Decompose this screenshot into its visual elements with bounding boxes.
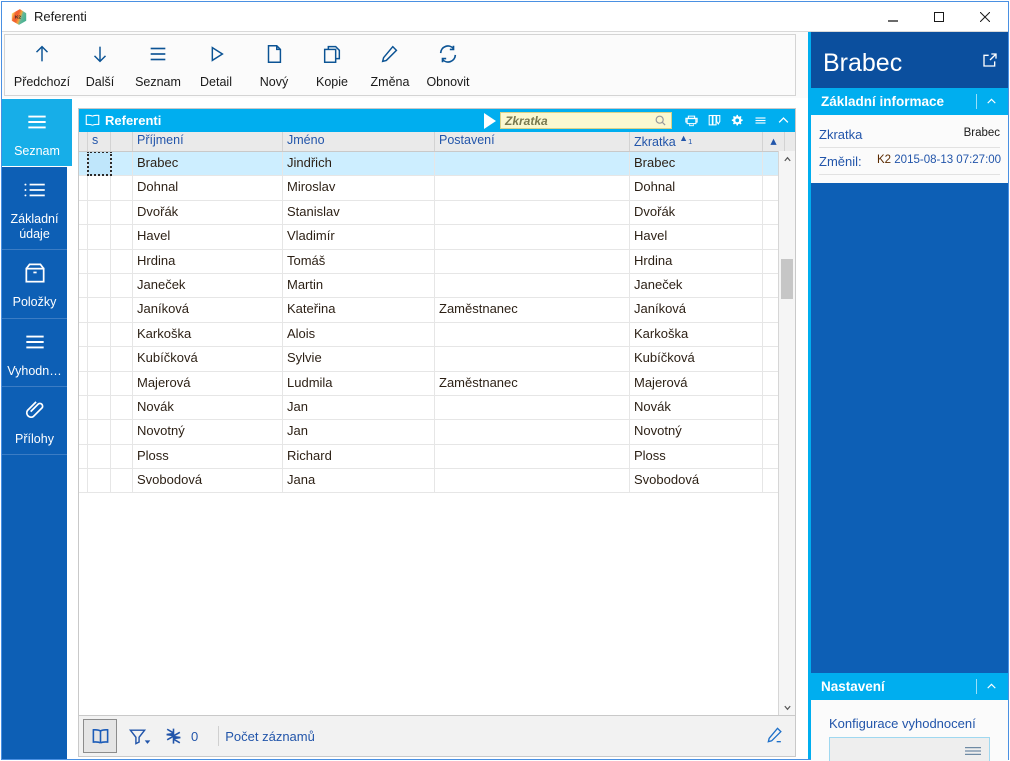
svg-text:K2: K2 [15, 14, 21, 20]
